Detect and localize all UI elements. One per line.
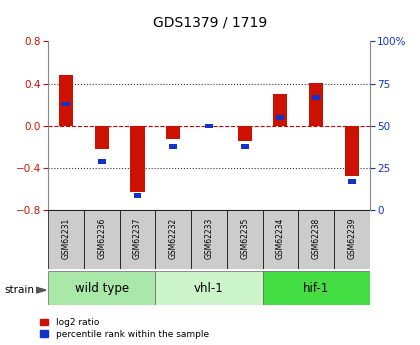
Bar — [95, 126, 109, 149]
Text: GSM62233: GSM62233 — [205, 218, 213, 259]
Text: hif-1: hif-1 — [303, 282, 329, 295]
Bar — [312, 95, 320, 100]
Bar — [309, 82, 323, 126]
Bar — [48, 210, 84, 269]
Bar — [262, 210, 298, 269]
Text: wild type: wild type — [75, 282, 129, 295]
Bar — [166, 126, 181, 139]
Text: GDS1379 / 1719: GDS1379 / 1719 — [153, 16, 267, 30]
Bar — [84, 210, 120, 269]
Bar — [273, 94, 288, 126]
Bar — [348, 179, 356, 184]
Bar — [62, 101, 70, 106]
Text: vhl-1: vhl-1 — [194, 282, 224, 295]
Bar — [48, 271, 155, 305]
Bar — [227, 210, 262, 269]
Bar — [262, 271, 370, 305]
Text: GSM62237: GSM62237 — [133, 218, 142, 259]
Text: GSM62232: GSM62232 — [169, 218, 178, 259]
Bar — [345, 126, 359, 176]
Bar — [59, 75, 74, 126]
Bar — [169, 144, 177, 149]
Bar — [134, 193, 142, 198]
Bar — [155, 210, 191, 269]
Bar — [205, 124, 213, 128]
Text: GSM62235: GSM62235 — [240, 218, 249, 259]
Bar — [334, 210, 370, 269]
Text: GSM62234: GSM62234 — [276, 218, 285, 259]
Bar — [241, 144, 249, 149]
Text: GSM62236: GSM62236 — [97, 218, 106, 259]
Text: GSM62238: GSM62238 — [312, 218, 320, 259]
Bar — [238, 126, 252, 141]
Text: strain: strain — [4, 286, 34, 295]
Bar — [155, 271, 262, 305]
Bar — [130, 126, 144, 193]
Bar — [298, 210, 334, 269]
Bar — [191, 210, 227, 269]
Bar — [120, 210, 155, 269]
Text: GSM62239: GSM62239 — [347, 218, 356, 259]
Polygon shape — [36, 287, 46, 293]
Legend: log2 ratio, percentile rank within the sample: log2 ratio, percentile rank within the s… — [40, 318, 209, 339]
Bar — [98, 159, 106, 164]
Text: GSM62231: GSM62231 — [62, 218, 71, 259]
Bar — [276, 115, 284, 120]
